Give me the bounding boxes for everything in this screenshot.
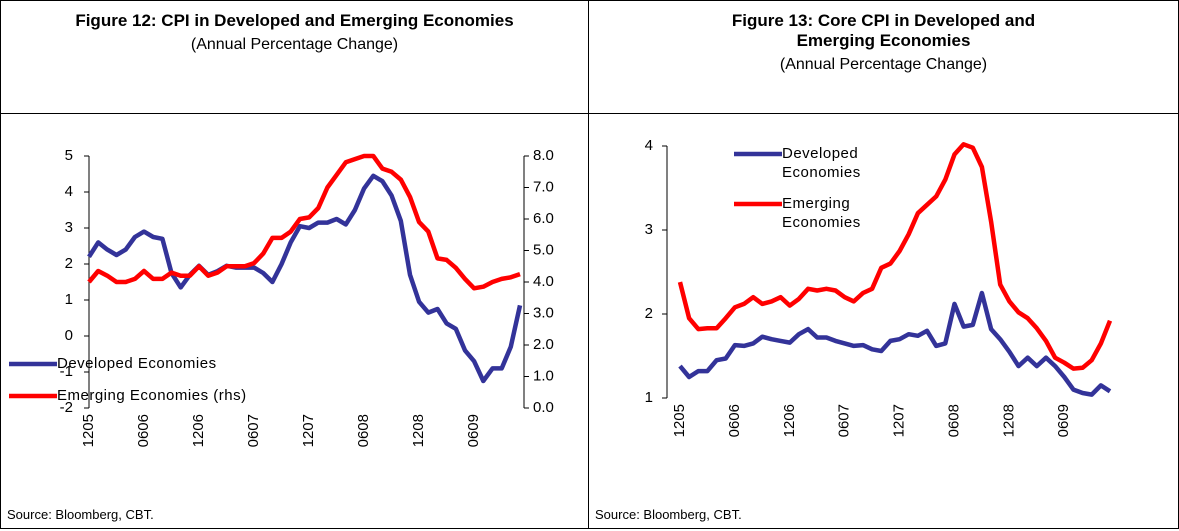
y2-tick-label: 3.0 — [533, 304, 554, 321]
chart-subtitle: (Annual Percentage Change) — [779, 56, 988, 73]
chart: 1 2 3 4 1205 0606 1206 0607 1207 0608 1208 0609 — [645, 137, 1113, 437]
data-line — [87, 153, 521, 291]
y2-tick-label: 0.0 — [533, 399, 554, 416]
y2-tick-label: 2.0 — [533, 336, 554, 353]
y-tick-label: 2 — [65, 255, 73, 272]
x-tick-label: 1208 — [1000, 404, 1017, 437]
source-note: Source: Bloomberg, CBT. — [7, 507, 154, 522]
y2-tick-label: 4.0 — [533, 273, 554, 290]
x-tick-label: 0608 — [355, 414, 372, 447]
legend-label: Developed Economies — [57, 355, 217, 372]
legend-label: Emerging Economies (rhs) — [57, 387, 247, 404]
y2-tick-label: 1.0 — [533, 367, 554, 384]
legend-label: Emerging Economies — [782, 195, 861, 231]
y-tick-label: 2 — [645, 305, 653, 322]
y-tick-label: 3 — [65, 219, 73, 236]
chart-title: Figure 12: CPI in Developed and Emerging… — [75, 11, 514, 30]
chart-header: Figure 13: Core CPI in Developed and Eme… — [589, 11, 1178, 114]
y2-tick-label: 5.0 — [533, 241, 554, 258]
data-line — [677, 142, 1113, 371]
y-tick-label: -1 — [60, 363, 73, 380]
y-tick-label: 5 — [65, 147, 73, 164]
source-note: Source: Bloomberg, CBT. — [595, 507, 742, 522]
x-tick-label: 1205 — [80, 414, 97, 447]
x-tick-label: 1208 — [410, 414, 427, 447]
x-tick-label: 1205 — [671, 404, 688, 437]
x-tick-label: 0609 — [1055, 404, 1072, 437]
x-tick-label: 0609 — [465, 414, 482, 447]
y-tick-label: -2 — [60, 399, 73, 416]
y-tick-label: 1 — [645, 389, 653, 406]
y2-tick-label: 6.0 — [533, 210, 554, 227]
legend-label: Developed Economies — [782, 145, 861, 181]
chart-panel: Figure 13: Core CPI in Developed and Eme… — [588, 0, 1179, 529]
y-tick-label: 4 — [65, 183, 73, 200]
x-tick-label: 0606 — [135, 414, 152, 447]
data-line — [87, 173, 523, 384]
x-tick-label: 1206 — [190, 414, 207, 447]
data-line — [678, 290, 1112, 397]
x-tick-label: 1207 — [300, 414, 317, 447]
x-tick-label: 1206 — [781, 404, 798, 437]
chart-header: Figure 12: CPI in Developed and Emerging… — [1, 11, 588, 114]
chart-title: Figure 13: Core CPI in Developed and Eme… — [731, 11, 1036, 50]
chart-panel: Figure 12: CPI in Developed and Emerging… — [0, 0, 589, 529]
y-tick-label: 4 — [645, 137, 653, 154]
y2-tick-label: 7.0 — [533, 178, 554, 195]
x-tick-label: 0608 — [945, 404, 962, 437]
x-tick-label: 0607 — [836, 404, 853, 437]
chart: -2 -1 0 1 2 3 4 5 0.0 1.0 2.0 3.0 4.0 5.0 6.0 7.0 8.0 120… — [9, 147, 554, 447]
x-tick-label: 1207 — [891, 404, 908, 437]
x-tick-label: 0607 — [245, 414, 262, 447]
y-tick-label: 3 — [645, 221, 653, 238]
y-tick-label: 1 — [65, 291, 73, 308]
x-tick-label: 0606 — [726, 404, 743, 437]
y-tick-label: 0 — [65, 327, 73, 344]
chart-subtitle: (Annual Percentage Change) — [190, 36, 399, 53]
y2-tick-label: 8.0 — [533, 147, 554, 164]
